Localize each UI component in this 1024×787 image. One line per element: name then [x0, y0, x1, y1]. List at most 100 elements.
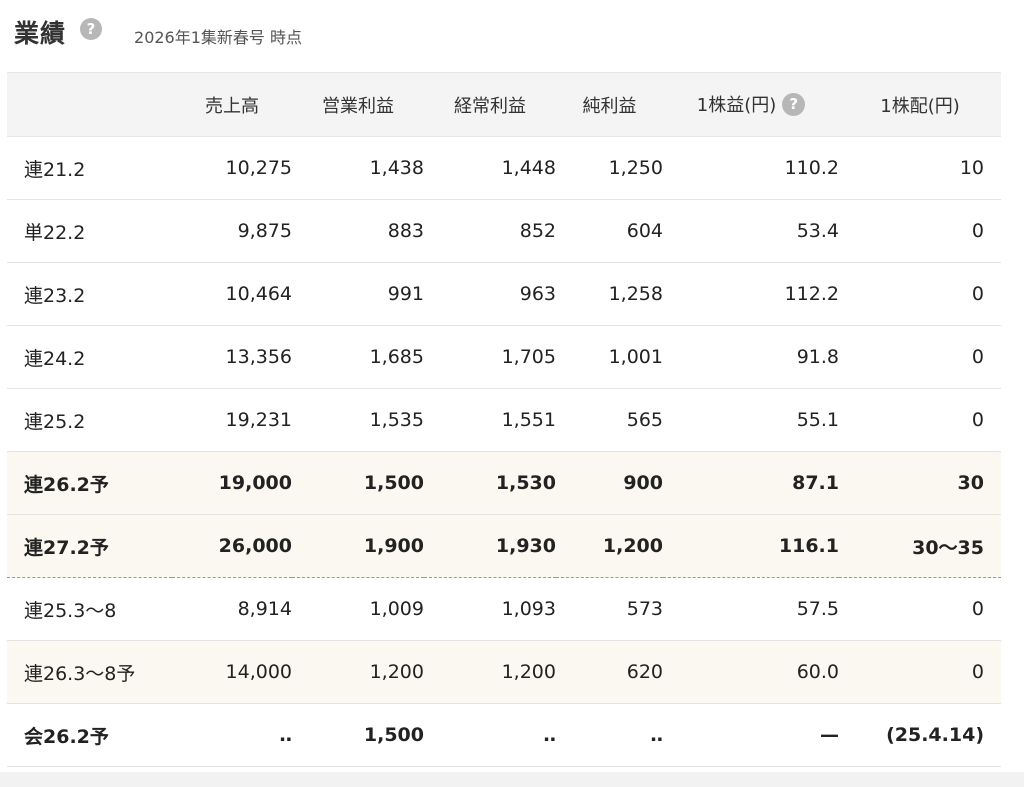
value-cell: 1,535 — [292, 388, 424, 452]
value-cell: 13,356 — [172, 325, 292, 389]
column-header-label: 売上高 — [205, 95, 259, 117]
table-header-row: 売上高 営業利益 経常利益 純利益 1株益(円)? 1株配(円) — [7, 72, 1001, 137]
value-cell: (25.4.14) — [839, 703, 1001, 767]
value-cell: 112.2 — [663, 262, 839, 326]
value-cell: 900 — [556, 451, 663, 515]
value-cell: 9,875 — [172, 199, 292, 263]
value-cell: 10,464 — [172, 262, 292, 326]
value-cell: 565 — [556, 388, 663, 452]
period-cell: 単22.2 — [7, 199, 172, 263]
value-cell: 604 — [556, 199, 663, 263]
value-cell: 1,685 — [292, 325, 424, 389]
column-header: 純利益 — [556, 72, 663, 137]
value-cell: 1,258 — [556, 262, 663, 326]
value-cell: 53.4 — [663, 199, 839, 263]
value-cell: 1,530 — [424, 451, 556, 515]
value-cell: 883 — [292, 199, 424, 263]
column-header-label: 経常利益 — [454, 95, 526, 117]
table-row: 連25.2 19,231 1,535 1,551 565 55.1 0 — [7, 388, 1001, 452]
period-cell: 連24.2 — [7, 325, 172, 389]
value-cell: 0 — [839, 577, 1001, 641]
value-cell: 60.0 — [663, 640, 839, 704]
value-cell: 620 — [556, 640, 663, 704]
bottom-shade — [0, 772, 1024, 787]
column-header-label: 1株配(円) — [880, 95, 960, 117]
as-of-label: 2026年1集新春号 時点 — [134, 28, 303, 47]
value-cell: 55.1 — [663, 388, 839, 452]
table-row: 連23.2 10,464 991 963 1,258 112.2 0 — [7, 262, 1001, 326]
value-cell: 26,000 — [172, 514, 292, 578]
column-header: 営業利益 — [292, 72, 424, 137]
column-header: 1株配(円) — [839, 72, 1001, 137]
value-cell: 1,093 — [424, 577, 556, 641]
value-cell: 1,448 — [424, 136, 556, 200]
value-cell: 19,231 — [172, 388, 292, 452]
performance-table: 売上高 営業利益 経常利益 純利益 1株益(円)? 1株配(円) 連21.2 10,275 1… — [7, 72, 1001, 767]
value-cell: 0 — [839, 262, 1001, 326]
value-cell: — — [663, 703, 839, 767]
column-header-label: 1株益(円) — [696, 95, 777, 117]
table-row: 連24.2 13,356 1,685 1,705 1,001 91.8 0 — [7, 325, 1001, 389]
table-row: 連25.3〜8 8,914 1,009 1,093 573 57.5 0 — [7, 577, 1001, 641]
value-cell: 0 — [839, 388, 1001, 452]
value-cell: 0 — [839, 325, 1001, 389]
value-cell: ‥ — [172, 703, 292, 767]
table-row: 連27.2予 26,000 1,900 1,930 1,200 116.1 30〜35 — [7, 514, 1001, 578]
period-cell: 連25.3〜8 — [7, 577, 172, 641]
table-row: 連21.2 10,275 1,438 1,448 1,250 110.2 10 — [7, 136, 1001, 200]
value-cell: ‥ — [556, 703, 663, 767]
value-cell: 1,200 — [292, 640, 424, 704]
table-row: 会26.2予 ‥ 1,500 ‥ ‥ — (25.4.14) — [7, 703, 1001, 767]
period-cell: 連21.2 — [7, 136, 172, 200]
value-cell: 10,275 — [172, 136, 292, 200]
value-cell: 87.1 — [663, 451, 839, 515]
column-header — [7, 72, 172, 137]
value-cell: 14,000 — [172, 640, 292, 704]
value-cell: 573 — [556, 577, 663, 641]
value-cell: 57.5 — [663, 577, 839, 641]
value-cell: 91.8 — [663, 325, 839, 389]
value-cell: 1,551 — [424, 388, 556, 452]
value-cell: 1,200 — [424, 640, 556, 704]
value-cell: ‥ — [424, 703, 556, 767]
table-row: 連26.3〜8予 14,000 1,200 1,200 620 60.0 0 — [7, 640, 1001, 704]
period-cell: 連27.2予 — [7, 514, 172, 578]
value-cell: 1,200 — [556, 514, 663, 578]
value-cell: 30〜35 — [839, 514, 1001, 578]
value-cell: 1,001 — [556, 325, 663, 389]
value-cell: 8,914 — [172, 577, 292, 641]
value-cell: 110.2 — [663, 136, 839, 200]
value-cell: 10 — [839, 136, 1001, 200]
period-cell: 連26.2予 — [7, 451, 172, 515]
period-cell: 連23.2 — [7, 262, 172, 326]
help-icon[interactable]: ? — [80, 18, 103, 40]
value-cell: 0 — [839, 199, 1001, 263]
column-header: 1株益(円)? — [663, 72, 839, 137]
column-header-label: 営業利益 — [322, 95, 394, 117]
column-header-label: 純利益 — [582, 95, 637, 117]
section-title: 業績 — [14, 19, 67, 48]
value-cell: 963 — [424, 262, 556, 326]
value-cell: 1,930 — [424, 514, 556, 578]
value-cell: 1,250 — [556, 136, 663, 200]
value-cell: 30 — [839, 451, 1001, 515]
value-cell: 1,705 — [424, 325, 556, 389]
section-header: 業績 ? 2026年1集新春号 時点 — [14, 12, 302, 52]
value-cell: 1,438 — [292, 136, 424, 200]
table-row: 連26.2予 19,000 1,500 1,530 900 87.1 30 — [7, 451, 1001, 515]
help-icon[interactable]: ? — [782, 92, 806, 116]
value-cell: 19,000 — [172, 451, 292, 515]
period-cell: 連25.2 — [7, 388, 172, 452]
column-header: 売上高 — [172, 72, 292, 137]
period-cell: 連26.3〜8予 — [7, 640, 172, 704]
table-row: 単22.2 9,875 883 852 604 53.4 0 — [7, 199, 1001, 263]
value-cell: 1,500 — [292, 451, 424, 515]
value-cell: 852 — [424, 199, 556, 263]
table-body: 連21.2 10,275 1,438 1,448 1,250 110.2 10 単22.2 9,… — [7, 136, 1001, 767]
value-cell: 116.1 — [663, 514, 839, 578]
value-cell: 1,500 — [292, 703, 424, 767]
value-cell: 991 — [292, 262, 424, 326]
value-cell: 0 — [839, 640, 1001, 704]
column-header: 経常利益 — [424, 72, 556, 137]
value-cell: 1,009 — [292, 577, 424, 641]
